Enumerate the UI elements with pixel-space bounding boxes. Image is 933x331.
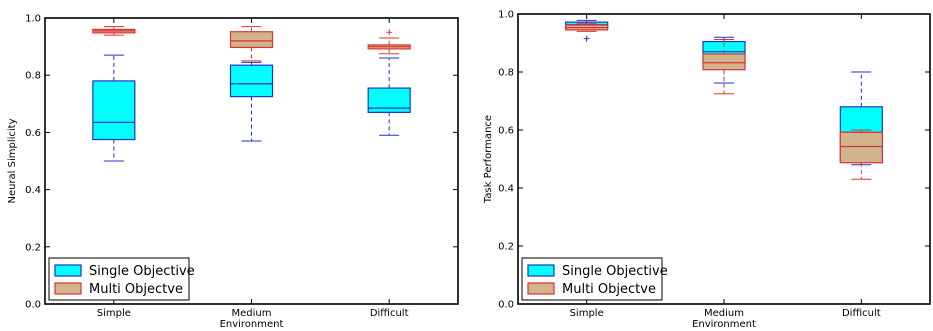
x-tick-label: Simple bbox=[570, 308, 604, 319]
box-iqr bbox=[229, 64, 274, 98]
x-axis-label: Environment bbox=[692, 319, 756, 330]
y-tick-label: 0.2 bbox=[498, 242, 514, 253]
outlier-point bbox=[583, 35, 590, 42]
y-tick-label: 0.6 bbox=[498, 126, 514, 137]
y-tick-label: 0.0 bbox=[25, 300, 41, 311]
box-single-difficult bbox=[367, 57, 411, 136]
box-iqr bbox=[229, 31, 274, 49]
legend-swatch bbox=[54, 282, 82, 295]
y-tick-label: 1.0 bbox=[25, 14, 41, 25]
legend-swatch bbox=[527, 264, 555, 277]
legend-entry-label: Multi Objectve bbox=[562, 282, 656, 297]
box-multi-medium bbox=[229, 26, 274, 62]
x-tick-label: Difficult bbox=[842, 308, 881, 319]
legend-swatch bbox=[54, 264, 82, 277]
y-tick-label: 0.0 bbox=[498, 300, 514, 311]
legend-entry-label: Single Objective bbox=[562, 264, 668, 279]
legend-entry-label: Multi Objectve bbox=[89, 282, 183, 297]
y-tick-label: 0.6 bbox=[25, 128, 41, 139]
legend: Single Objective Multi Objectve bbox=[521, 257, 668, 301]
legend: Single Objective Multi Objectve bbox=[48, 257, 195, 301]
outlier-point bbox=[386, 29, 393, 36]
legend-swatch bbox=[527, 282, 555, 295]
y-axis-label: Neural Simplicity bbox=[7, 118, 18, 203]
box-multi-difficult bbox=[839, 129, 883, 180]
x-tick-label: Medium bbox=[232, 308, 272, 319]
y-tick-label: 0.2 bbox=[25, 242, 41, 253]
box-single-simple bbox=[92, 54, 136, 162]
box-multi-simple bbox=[92, 26, 136, 36]
box-iqr bbox=[702, 53, 746, 71]
y-tick-label: 0.8 bbox=[498, 68, 514, 79]
y-tick-label: 1.0 bbox=[498, 10, 514, 21]
y-tick-label: 0.8 bbox=[25, 71, 41, 82]
box-single-medium bbox=[229, 61, 274, 142]
x-axis-label: Environment bbox=[220, 319, 284, 330]
box-iqr bbox=[367, 87, 411, 113]
x-tick-label: Medium bbox=[704, 308, 744, 319]
x-tick-label: Difficult bbox=[370, 308, 409, 319]
box-iqr bbox=[92, 80, 136, 141]
box-multi-simple bbox=[565, 22, 609, 32]
box-multi-medium bbox=[702, 39, 746, 95]
box-iqr bbox=[839, 131, 883, 164]
y-axis-label: Task Performance bbox=[483, 115, 494, 204]
box-multi-difficult bbox=[367, 29, 411, 55]
legend-entry-label: Single Objective bbox=[89, 264, 195, 279]
x-tick-label: Simple bbox=[97, 308, 131, 319]
y-tick-label: 0.4 bbox=[25, 185, 41, 196]
y-tick-label: 0.4 bbox=[498, 184, 514, 195]
